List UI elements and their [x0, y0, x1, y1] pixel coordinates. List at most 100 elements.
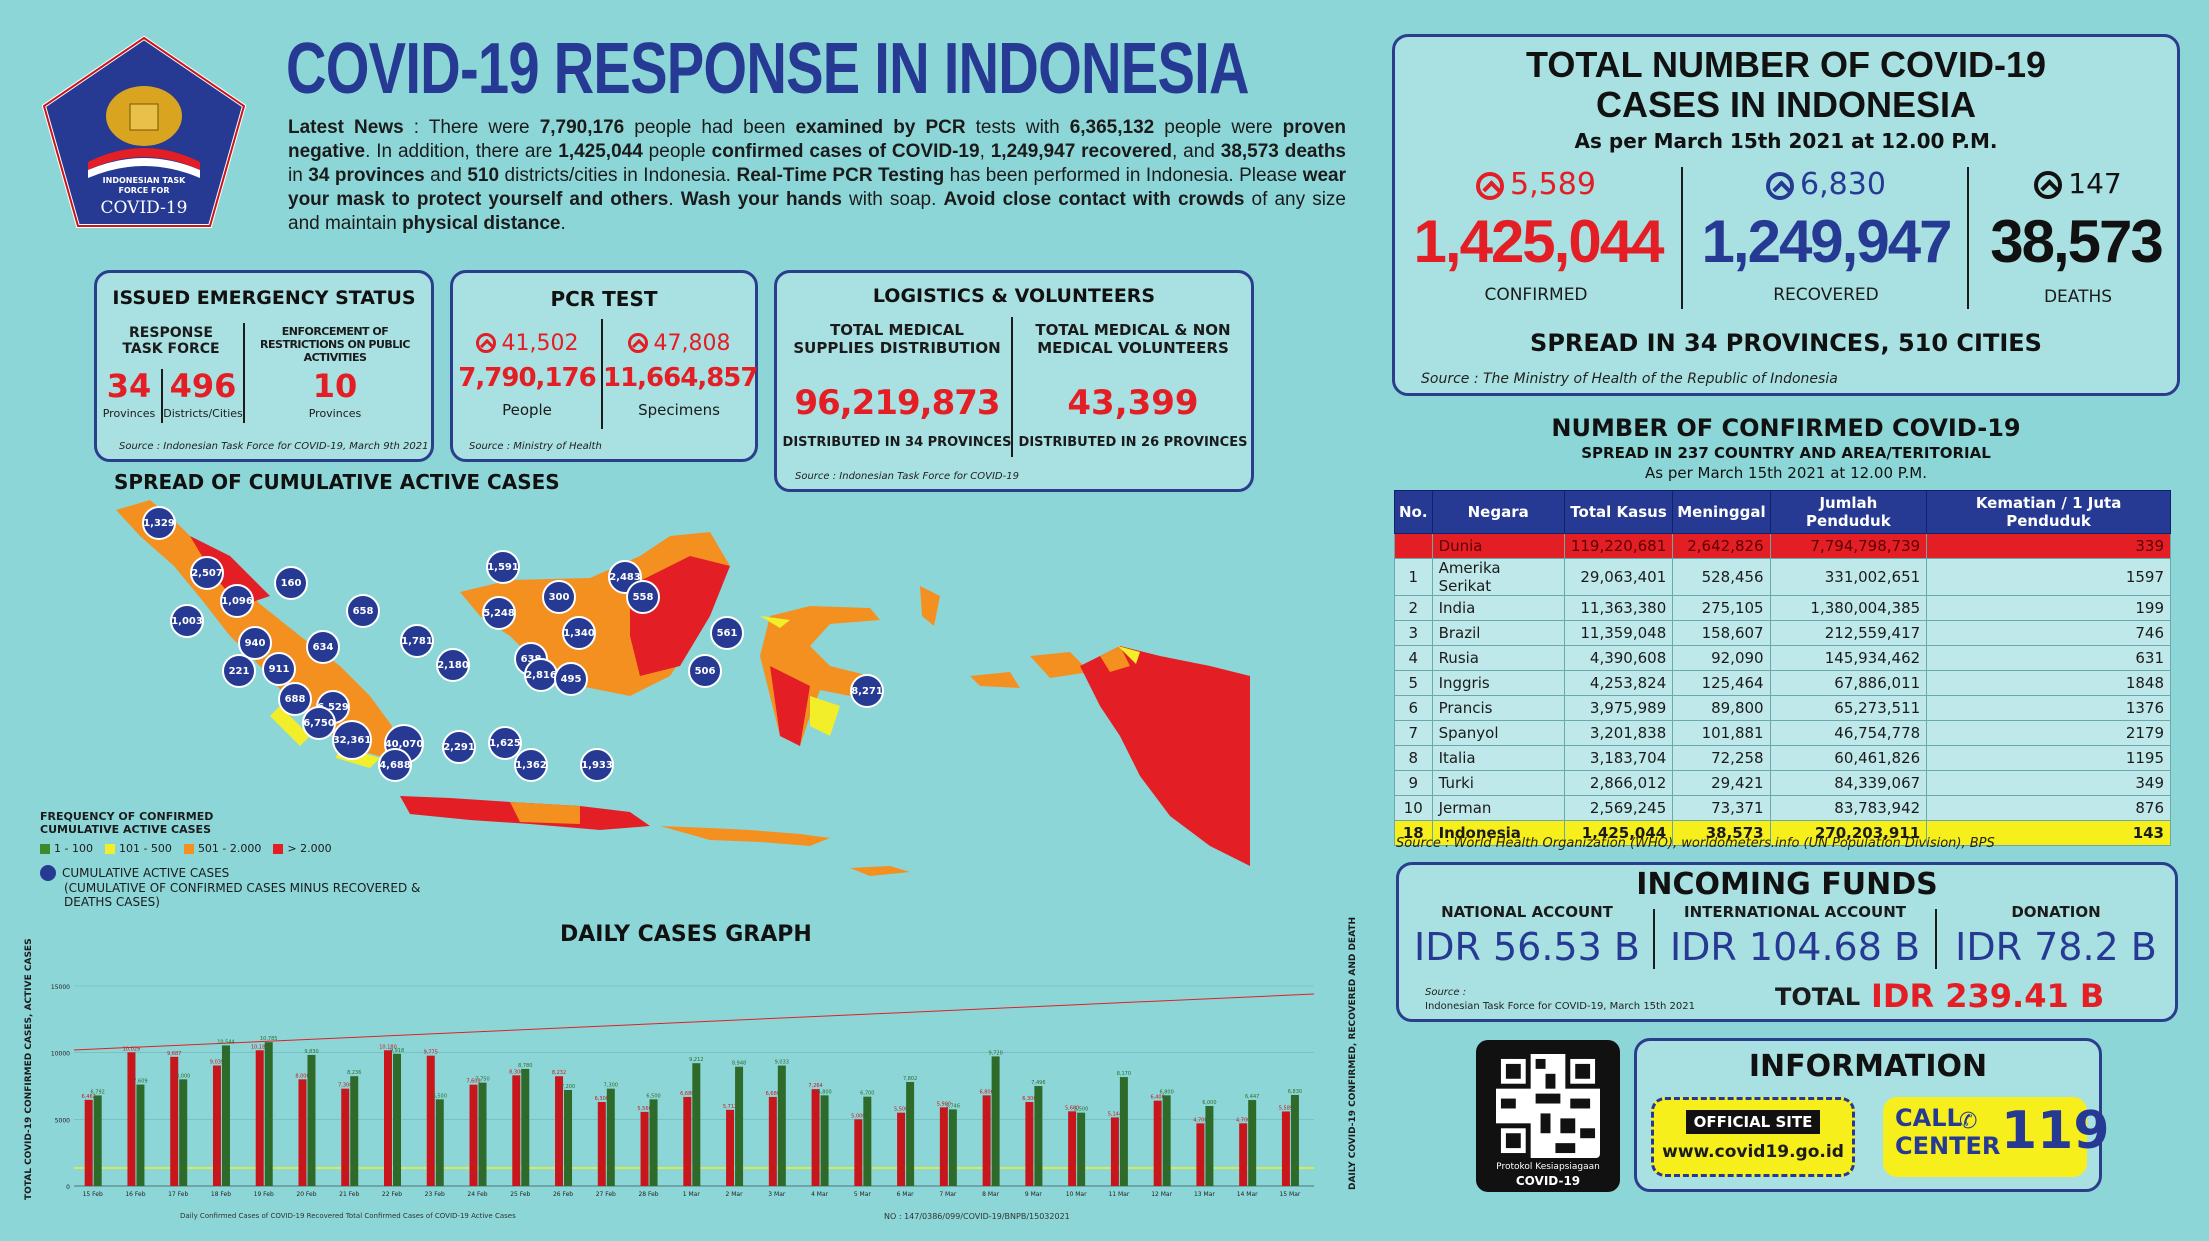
confirmed-bar — [469, 1084, 478, 1186]
call-center-button[interactable]: CALL ✆ CENTER 119 — [1883, 1097, 2110, 1177]
funds-label2: INTERNATIONAL ACCOUNT — [1683, 903, 1906, 921]
total-title2: CASES IN INDONESIA — [1595, 84, 1977, 125]
x-tick-label: 5 Mar — [854, 1191, 872, 1198]
table-cell: 29,421 — [1672, 770, 1771, 796]
emergency-col1: RESPONSE TASK FORCE — [122, 325, 220, 357]
table-cell: 349 — [1926, 770, 2171, 796]
recovered-bar — [307, 1054, 316, 1186]
confirmed-bar — [897, 1112, 906, 1186]
pcr-people-delta: 41,502 — [453, 331, 601, 356]
pcr-test-panel: PCR TEST 41,502 7,790,176 People 47,808 … — [450, 270, 758, 462]
recovered-bar — [350, 1076, 359, 1186]
table-cell: 18 — [1394, 820, 1433, 846]
recovered-bar — [863, 1096, 872, 1186]
table-cell: 746 — [1926, 620, 2171, 646]
confirmed-bar — [341, 1088, 350, 1186]
logistics-col1: TOTAL MEDICAL SUPPLIES DISTRIBUTION — [793, 321, 1001, 357]
legend-item: 1 - 100 — [40, 842, 93, 855]
volunteers: 43,399 — [1067, 383, 1199, 423]
confirmed-delta: 5,589 — [1395, 167, 1677, 202]
table-cell: Inggris — [1431, 670, 1565, 696]
legend-title1: FREQUENCY OF CONFIRMED — [40, 810, 214, 823]
international-account: IDR 104.68 B — [1669, 925, 1921, 969]
emergency-source: Source : Indonesian Task Force for COVID… — [119, 441, 429, 452]
table-cell: India — [1431, 595, 1565, 621]
pcr-people-label: People — [502, 401, 552, 419]
table-cell — [1394, 533, 1433, 559]
confirmed-bar — [640, 1111, 649, 1186]
table-cell: 331,002,651 — [1769, 558, 1928, 596]
x-tick-label: 23 Feb — [425, 1191, 445, 1198]
active-cases-bubble: 1,003 — [170, 604, 204, 638]
confirmed-bar — [1153, 1100, 1162, 1186]
bar-value-label: 5,900 — [937, 1101, 951, 1107]
table-cell: 1376 — [1926, 695, 2171, 721]
bar-value-label: 8,948 — [732, 1061, 746, 1067]
bar-value-label: 6,800 — [979, 1089, 993, 1095]
recovered-bar — [1077, 1112, 1086, 1186]
funds-label3: DONATION — [2011, 903, 2101, 921]
bar-value-label: 8,000 — [295, 1073, 309, 1079]
table-row: 5 Inggris 4,253,824 125,464 67,886,011 1848 — [1394, 670, 2171, 696]
legend-item: 501 - 2.000 — [183, 842, 261, 855]
bar-value-label: 5,560 — [637, 1106, 651, 1112]
bar-value-label: 9,039 — [210, 1059, 224, 1065]
table-cell: Dunia — [1431, 533, 1565, 559]
logistics-panel: LOGISTICS & VOLUNTEERS TOTAL MEDICAL SUP… — [774, 270, 1254, 492]
total-title1: TOTAL NUMBER OF COVID-19 — [1525, 44, 2047, 85]
confirmed-bar — [170, 1056, 179, 1186]
bar-value-label: 7,496 — [1031, 1080, 1045, 1086]
world-row: Dunia 119,220,681 2,642,826 7,794,798,739 33… — [1394, 533, 2171, 559]
bar-value-label: 6,680 — [766, 1091, 780, 1097]
bar-value-label: 5,000 — [851, 1113, 865, 1119]
graph-title: DAILY CASES GRAPH — [560, 922, 812, 947]
table-cell: 9 — [1394, 770, 1433, 796]
bar-value-label: 8,780 — [518, 1063, 532, 1069]
graph-footer: NO : 147/0386/099/COVID-19/BNPB/15032021 — [884, 1212, 1070, 1221]
bar-value-label: 6,400 — [1150, 1095, 1164, 1101]
recovered-bar — [649, 1099, 658, 1186]
funds-total: IDR 239.41 B — [1871, 977, 2105, 1015]
table-cell: 1597 — [1926, 558, 2171, 596]
table-cell: 38,573 — [1672, 820, 1771, 846]
x-tick-label: 3 Mar — [768, 1191, 786, 1198]
bar-value-label: 6,792 — [91, 1089, 105, 1095]
active-cases-bubble: 658 — [346, 594, 380, 628]
official-site-button[interactable]: OFFICIAL SITE www.covid19.go.id — [1651, 1097, 1855, 1177]
y-tick-label: 5000 — [55, 1117, 70, 1124]
bar-value-label: 6,447 — [1245, 1094, 1259, 1100]
bar-value-label: 7,750 — [475, 1077, 489, 1083]
qr-code-card[interactable]: Protokol Kesiapsiagaan COVID-19 — [1476, 1040, 1620, 1192]
incoming-funds-panel: INCOMING FUNDS NATIONAL ACCOUNT IDR 56.5… — [1396, 862, 2178, 1022]
table-cell: 65,273,511 — [1769, 695, 1928, 721]
logistics-source: Source : Indonesian Task Force for COVID… — [795, 471, 1019, 482]
table-cell: 46,754,778 — [1769, 720, 1928, 746]
confirmed-bar — [811, 1089, 820, 1186]
table-cell: 4,390,608 — [1563, 645, 1674, 671]
pcr-specimens-delta: 47,808 — [603, 331, 755, 356]
recovered-total: 1,249,947 — [1701, 208, 1953, 275]
funds-source1: Source : — [1425, 987, 1467, 998]
official-site-url[interactable]: www.covid19.go.id — [1662, 1142, 1844, 1162]
recovered-label: RECOVERED — [1773, 285, 1879, 305]
bar-value-label: 10,029 — [123, 1046, 141, 1052]
up-arrow-icon — [2034, 171, 2063, 199]
latest-news: Latest News : There were 7,790,176 peopl… — [288, 117, 1347, 234]
x-tick-label: 10 Mar — [1066, 1191, 1087, 1198]
x-tick-label: 7 Mar — [939, 1191, 957, 1198]
bar-value-label: 9,720 — [988, 1050, 1002, 1056]
recovered-bar — [1034, 1086, 1043, 1186]
graph-legend: Daily Confirmed Cases of COVID-19 Recove… — [180, 1212, 516, 1220]
funds-total-label: TOTAL — [1775, 983, 1861, 1011]
x-tick-label: 19 Feb — [254, 1191, 274, 1198]
legend-label: 1 - 100 — [54, 842, 93, 855]
active-cases-bubble: 1,933 — [580, 748, 614, 782]
confirmed-bar — [127, 1052, 136, 1186]
bar-value-label: 9,775 — [424, 1050, 438, 1056]
table-cell: 83,783,942 — [1769, 795, 1928, 821]
active-cases-bubble: 2,180 — [436, 648, 470, 682]
table-cell: 275,105 — [1672, 595, 1771, 621]
table-cell: 339 — [1926, 533, 2171, 559]
bar-value-label: 10,180 — [251, 1044, 268, 1050]
table-header: Meninggal — [1672, 490, 1771, 534]
